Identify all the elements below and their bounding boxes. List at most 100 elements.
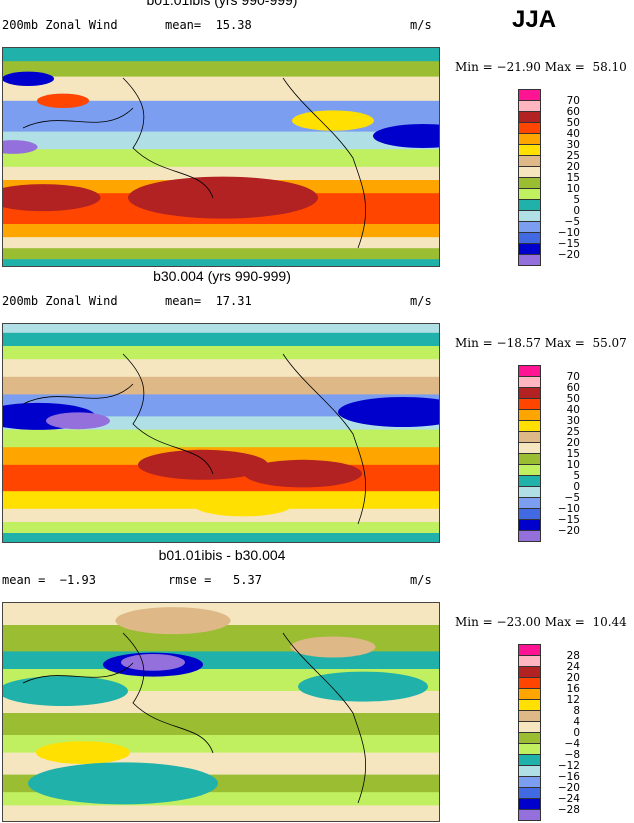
colorbar-tick-label: 10 <box>566 459 580 471</box>
colorbar-swatch <box>518 754 541 765</box>
panel-title: b30.004 (yrs 990-999) <box>153 268 291 284</box>
colorbar-tick-label: −24 <box>557 793 580 805</box>
contour-region <box>46 412 110 430</box>
contour-band <box>3 713 439 736</box>
colorbar-tick-label: −10 <box>557 227 580 239</box>
colorbar-tick-label: −28 <box>557 804 580 816</box>
colorbar-tick-label: 10 <box>566 183 580 195</box>
colorbar-swatch <box>518 155 541 166</box>
colorbar-swatch <box>518 486 541 497</box>
colorbar-swatch <box>518 666 541 677</box>
colorbar-tick-label: −16 <box>557 771 580 783</box>
colorbar-tick-label: 70 <box>566 371 580 383</box>
colorbar-tick-label: −12 <box>557 760 580 772</box>
colorbar-tick-label: 70 <box>566 95 580 107</box>
variable-label: 200mb Zonal Wind <box>2 294 118 308</box>
panel-title: b01.01ibis - b30.004 <box>158 547 286 563</box>
contour-band <box>3 332 439 347</box>
colorbar <box>518 644 541 821</box>
contour-band <box>3 416 439 431</box>
min-max-label: Min = −18.57 Max = 55.07 <box>455 336 627 350</box>
contour-band <box>3 533 439 542</box>
colorbar-swatch <box>518 798 541 809</box>
contour-region <box>193 492 293 517</box>
coastline <box>22 77 366 249</box>
contour-band <box>3 259 439 266</box>
contour-band <box>3 522 439 534</box>
colorbar-swatch <box>518 133 541 144</box>
colorbar-tick-label: −15 <box>557 514 580 526</box>
colorbar <box>518 365 541 542</box>
contour-band <box>3 131 439 151</box>
colorbar-tick-label: −8 <box>564 749 580 761</box>
contour-region <box>292 110 374 131</box>
colorbar-tick-label: −5 <box>564 216 580 228</box>
colorbar-swatch <box>518 177 541 188</box>
colorbar-tick-label: 20 <box>566 161 580 173</box>
colorbar-swatch <box>518 765 541 776</box>
colorbar-swatch <box>518 442 541 453</box>
colorbar-swatch <box>518 710 541 721</box>
colorbar-swatch <box>518 699 541 710</box>
mean-label: mean = −1.93 <box>2 573 96 587</box>
colorbar-swatch <box>518 89 541 100</box>
colorbar-tick-label: 28 <box>566 650 580 662</box>
colorbar-tick-label: 24 <box>566 661 580 673</box>
contour-region <box>338 397 439 427</box>
colorbar-tick-label: 12 <box>566 694 580 706</box>
colorbar-tick-label: 20 <box>566 437 580 449</box>
colorbar-tick-label: 40 <box>566 128 580 140</box>
units-label: m/s <box>410 573 432 587</box>
panel-title: b01.01ibis (yrs 990-999) <box>146 0 298 8</box>
colorbar-swatch <box>518 644 541 655</box>
contour-band <box>3 651 439 670</box>
contour-band <box>3 166 439 181</box>
min-max-label: Min = −21.90 Max = 58.10 <box>455 60 627 74</box>
colorbar-tick-label: −20 <box>557 782 580 794</box>
colorbar-swatch <box>518 809 541 821</box>
mean-label: mean= 15.38 <box>165 18 252 32</box>
colorbar-swatch <box>518 688 541 699</box>
contour-band <box>3 224 439 239</box>
colorbar <box>518 89 541 266</box>
colorbar-swatch <box>518 376 541 387</box>
contour-map <box>2 47 440 267</box>
colorbar-swatch <box>518 122 541 133</box>
colorbar-tick-label: 15 <box>566 172 580 184</box>
variable-label: 200mb Zonal Wind <box>2 18 118 32</box>
contour-map <box>2 323 440 543</box>
colorbar-swatch <box>518 111 541 122</box>
colorbar-tick-label: 5 <box>573 470 580 482</box>
min-max-label: Min = −23.00 Max = 10.44 <box>455 615 627 629</box>
colorbar-swatch <box>518 677 541 688</box>
contour-band <box>3 149 439 168</box>
contour-region <box>3 184 101 212</box>
colorbar-tick-label: −15 <box>557 238 580 250</box>
colorbar-tick-label: 5 <box>573 194 580 206</box>
colorbar-tick-label: 40 <box>566 404 580 416</box>
colorbar-tick-label: −5 <box>564 492 580 504</box>
colorbar-swatch <box>518 221 541 232</box>
contour-band <box>3 359 439 378</box>
contour-region <box>244 459 362 488</box>
colorbar-swatch <box>518 210 541 221</box>
colorbar-tick-label: 25 <box>566 426 580 438</box>
contour-region <box>3 71 54 86</box>
coastline <box>22 632 366 804</box>
colorbar-swatch <box>518 530 541 542</box>
colorbar-swatch <box>518 365 541 376</box>
contour-region <box>37 93 89 108</box>
contour-band <box>3 248 439 261</box>
colorbar-swatch <box>518 655 541 666</box>
contour-region <box>36 741 130 764</box>
contour-region <box>121 654 185 671</box>
colorbar-swatch <box>518 464 541 475</box>
colorbar-swatch <box>518 199 541 210</box>
colorbar-tick-label: 0 <box>573 481 580 493</box>
colorbar-tick-label: 30 <box>566 139 580 151</box>
colorbar-swatch <box>518 475 541 486</box>
colorbar-tick-label: 0 <box>573 205 580 217</box>
colorbar-swatch <box>518 787 541 798</box>
colorbar-tick-label: −20 <box>557 525 580 537</box>
contour-band <box>3 376 439 396</box>
